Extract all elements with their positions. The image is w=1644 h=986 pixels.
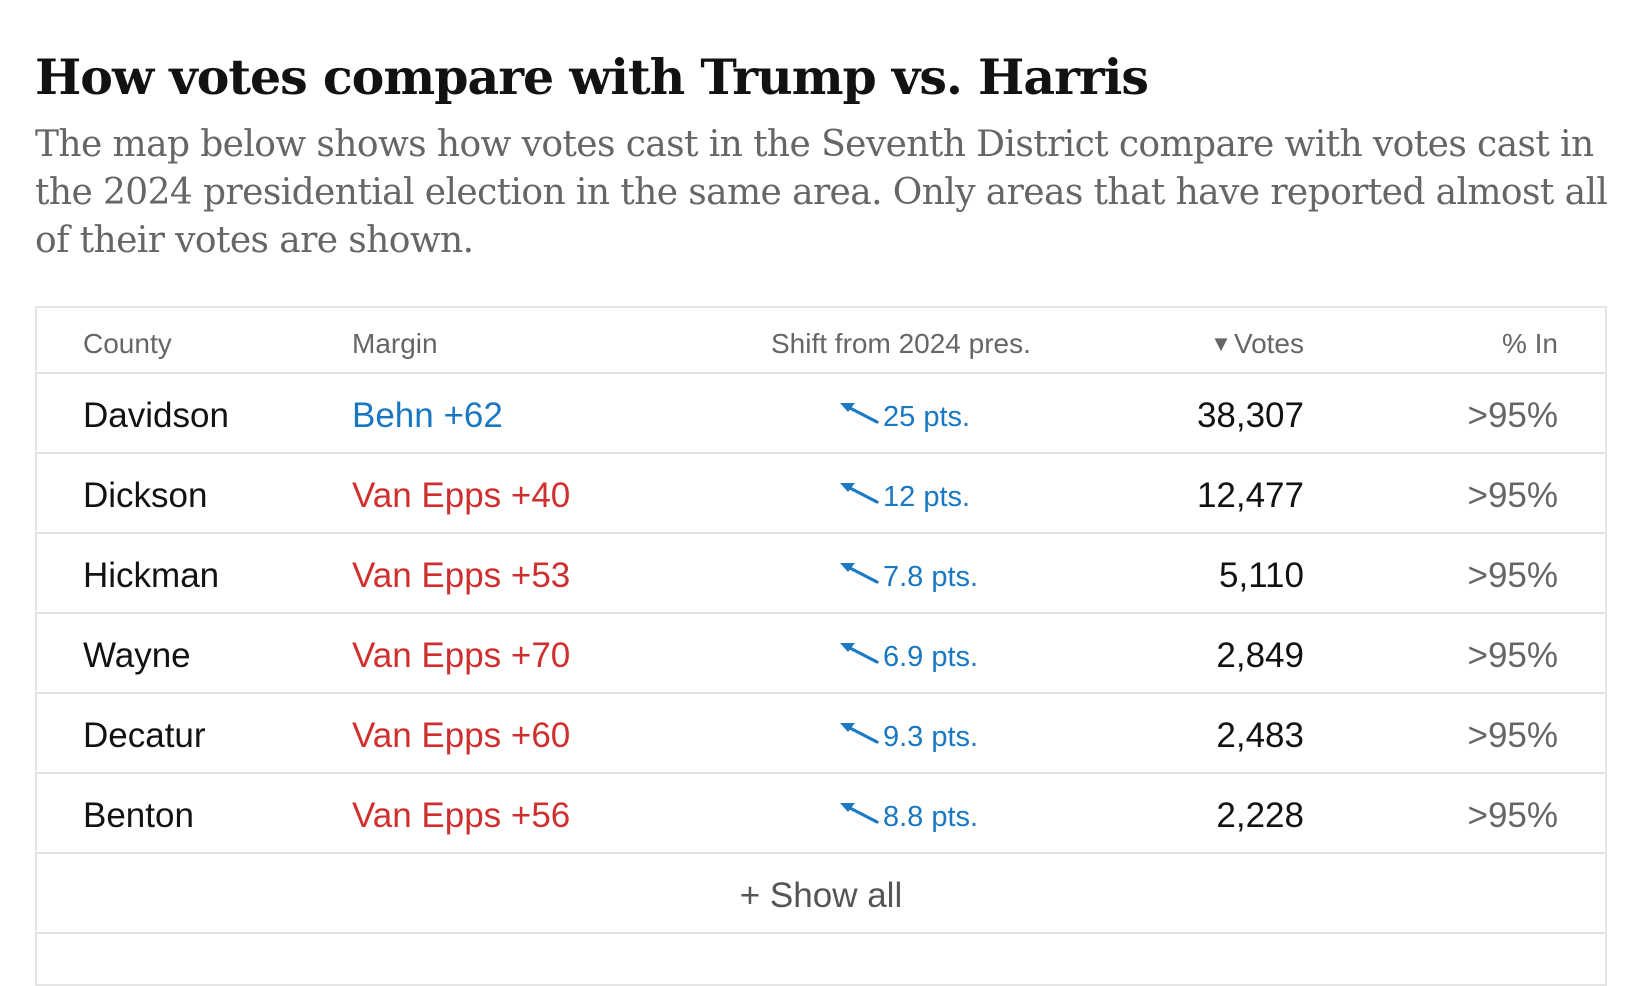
votes-value: 38,307 [1196,396,1304,435]
table-row: Benton Van Epps +56 8.8 pts. 2,228 >95% [37,774,1605,854]
arrow-up-left-icon [840,723,879,744]
arrow-up-left-icon [840,643,879,664]
margin-value: Van Epps +60 [352,716,571,755]
county-name: Decatur [83,716,206,755]
votes-value: 2,849 [1216,636,1304,675]
margin-value: Van Epps +56 [352,796,571,835]
header-votes-label: Votes [1233,328,1304,359]
table-row: Decatur Van Epps +60 9.3 pts. 2,483 >95% [37,694,1605,774]
dek: The map below shows how votes cast in th… [35,124,1608,261]
shift-value: 25 pts. [837,398,970,434]
header-county: County [83,328,172,359]
votes-value: 2,483 [1216,716,1304,755]
pct-in-value: >95% [1467,556,1559,595]
margin-value: Behn +62 [352,396,503,435]
shift-value: 9.3 pts. [837,718,978,754]
votes-value: 2,228 [1216,796,1304,835]
margin-value: Van Epps +53 [352,556,571,595]
shift-value: 6.9 pts. [837,638,978,674]
margin-value: Van Epps +40 [352,476,571,515]
header-shift: Shift from 2024 pres. [771,328,1031,359]
margin-value: Van Epps +70 [352,636,571,675]
pct-in-value: >95% [1467,396,1559,435]
table-header-row: County Margin Shift from 2024 pres. ▼Vot… [37,308,1605,374]
shift-text: 6.9 pts. [883,641,979,673]
show-all-row: + Show all [37,854,1605,934]
pct-in-value: >95% [1467,796,1559,835]
shift-value: 12 pts. [837,478,970,514]
shift-text: 7.8 pts. [883,561,979,593]
shift-text: 9.3 pts. [883,721,979,753]
table-row: Dickson Van Epps +40 12 pts. 12,477 >95% [37,454,1605,534]
votes-value: 12,477 [1196,476,1304,515]
pct-in-value: >95% [1467,476,1559,515]
show-all-button[interactable]: + Show all [739,876,903,915]
pct-in-value: >95% [1467,636,1559,675]
table-row: Davidson Behn +62 25 pts. 38,307 >95% [37,374,1605,454]
shift-text: 12 pts. [883,481,971,513]
arrow-up-left-icon [840,483,879,504]
shift-value: 7.8 pts. [837,558,978,594]
pct-in-value: >95% [1467,716,1559,755]
shift-text: 25 pts. [883,401,971,433]
header-margin: Margin [352,328,438,359]
header-votes[interactable]: ▼Votes [1210,328,1304,360]
table-row: Hickman Van Epps +53 7.8 pts. 5,110 >95% [37,534,1605,614]
arrow-up-left-icon [840,803,879,824]
county-name: Hickman [83,556,220,595]
county-name: Davidson [83,396,229,435]
table-row: Wayne Van Epps +70 6.9 pts. 2,849 >95% [37,614,1605,694]
results-table: County Margin Shift from 2024 pres. ▼Vot… [35,306,1607,986]
county-name: Wayne [83,636,191,675]
headline: How votes compare with Trump vs. Harris [35,48,1149,106]
shift-value: 8.8 pts. [837,798,978,834]
header-pct-in: % In [1501,328,1558,359]
shift-text: 8.8 pts. [883,801,979,833]
votes-value: 5,110 [1219,556,1304,595]
arrow-up-left-icon [840,563,879,584]
county-name: Dickson [83,476,208,515]
county-name: Benton [83,796,194,835]
arrow-up-left-icon [840,403,879,424]
sort-down-icon: ▼ [1210,331,1232,356]
